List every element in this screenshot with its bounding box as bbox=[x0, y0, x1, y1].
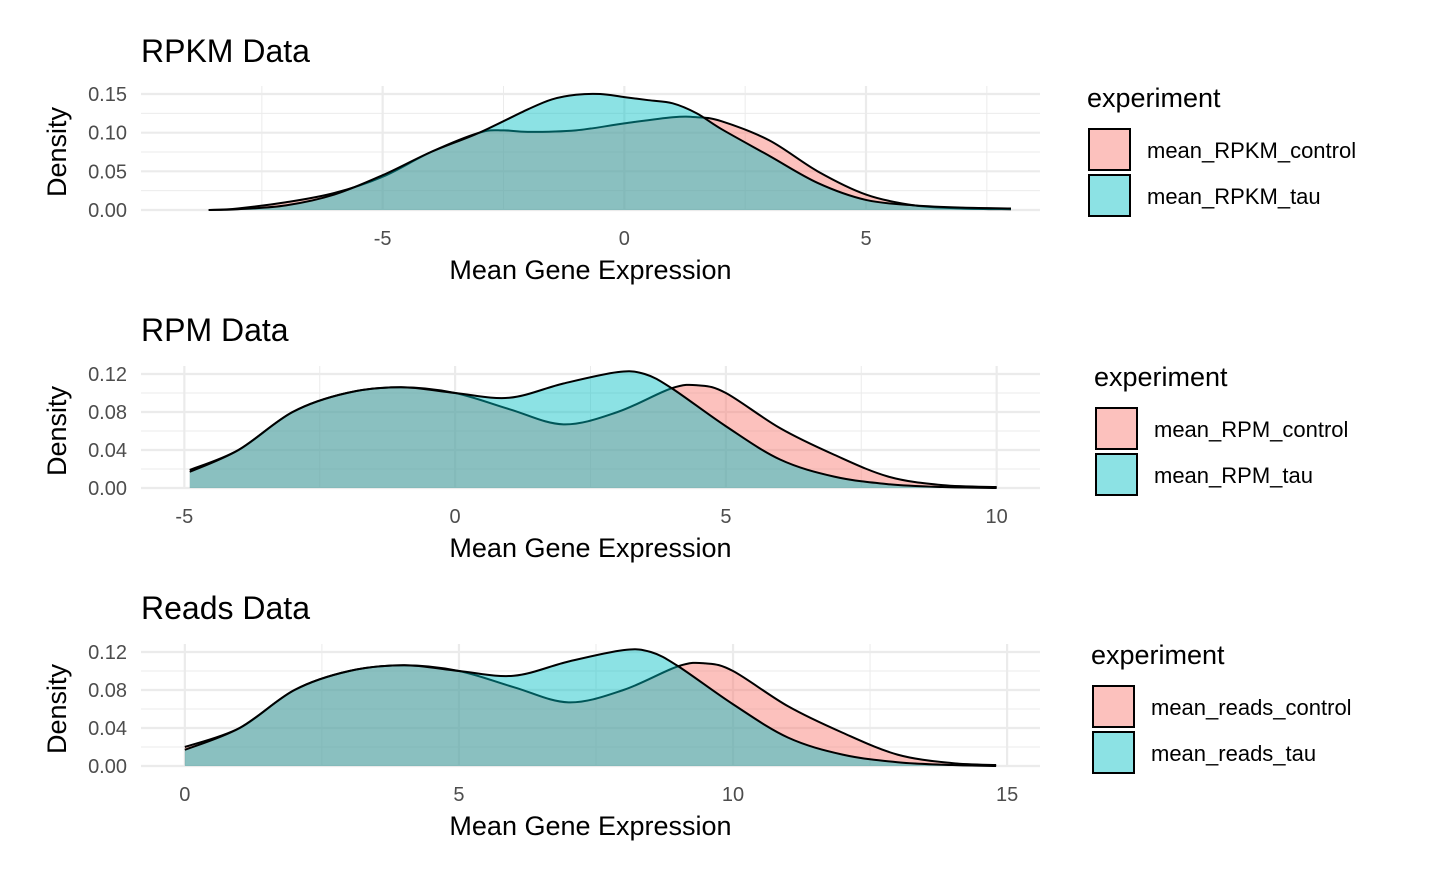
y-tick-label: 0.05 bbox=[88, 161, 127, 183]
density-area-mean_RPM_tau bbox=[189, 371, 997, 488]
legend-label: mean_reads_control bbox=[1151, 695, 1352, 720]
density-area-mean_RPKM_tau bbox=[208, 93, 1012, 210]
y-tick-label: 0.12 bbox=[88, 642, 127, 664]
x-tick-label: 10 bbox=[986, 506, 1008, 528]
x-tick-label: -5 bbox=[175, 506, 193, 528]
legend-label: mean_reads_tau bbox=[1151, 741, 1316, 766]
y-axis-label: Density bbox=[42, 106, 72, 197]
x-tick-label: 15 bbox=[996, 784, 1018, 806]
density-curve-mean_reads_tau bbox=[184, 648, 997, 767]
x-tick-label: 10 bbox=[722, 784, 744, 806]
x-tick-label: 0 bbox=[179, 784, 190, 806]
y-tick-label: 0.00 bbox=[88, 200, 127, 222]
y-tick-label: 0.04 bbox=[88, 718, 127, 740]
x-tick-label: -5 bbox=[374, 228, 392, 250]
density-area-mean_reads_tau bbox=[184, 649, 997, 766]
x-axis-label: Mean Gene Expression bbox=[449, 255, 731, 285]
y-tick-label: 0.00 bbox=[88, 756, 127, 778]
legend-label: mean_RPM_tau bbox=[1154, 463, 1313, 488]
legend-key-mean_RPM_tau bbox=[1095, 453, 1138, 496]
density-curve-mean_RPKM_control bbox=[208, 115, 1012, 211]
legend-title: experiment bbox=[1091, 640, 1225, 670]
y-tick-label: 0.12 bbox=[88, 364, 127, 386]
grid-lines bbox=[141, 644, 1040, 768]
y-tick-label: 0.10 bbox=[88, 123, 127, 145]
legend-key-mean_reads_control bbox=[1092, 685, 1135, 728]
legend-title: experiment bbox=[1094, 362, 1228, 392]
legend-key-mean_RPKM_tau bbox=[1088, 174, 1131, 217]
legend-key-mean_reads_tau bbox=[1092, 731, 1135, 774]
legend-key-mean_RPM_control bbox=[1095, 407, 1138, 450]
y-axis-label: Density bbox=[42, 385, 72, 476]
x-axis-label: Mean Gene Expression bbox=[449, 811, 731, 841]
x-tick-label: 5 bbox=[860, 228, 871, 250]
panel-3: Reads Data 0.00 0.04 0.08 0.12 0 5 10 15 Mean Gen… bbox=[42, 590, 1352, 841]
y-tick-label: 0.15 bbox=[88, 84, 127, 106]
y-tick-label: 0.04 bbox=[88, 440, 127, 462]
y-tick-label: 0.08 bbox=[88, 680, 127, 702]
panel-title: RPM Data bbox=[141, 312, 289, 348]
legend-label: mean_RPKM_tau bbox=[1147, 184, 1321, 209]
x-axis-label: Mean Gene Expression bbox=[449, 533, 731, 563]
legend-label: mean_RPM_control bbox=[1154, 417, 1348, 442]
density-area-mean_RPKM_control bbox=[208, 116, 1012, 210]
y-tick-label: 0.08 bbox=[88, 402, 127, 424]
legend: experiment mean_RPM_control mean_RPM_tau bbox=[1094, 362, 1348, 496]
legend-label: mean_RPKM_control bbox=[1147, 138, 1356, 163]
panel-title: Reads Data bbox=[141, 590, 310, 626]
x-tick-label: 0 bbox=[450, 506, 461, 528]
legend: experiment mean_reads_control mean_reads_t… bbox=[1091, 640, 1352, 774]
panel-title: RPKM Data bbox=[141, 33, 310, 69]
x-tick-label: 5 bbox=[453, 784, 464, 806]
panel-2: RPM Data 0.00 0.04 0.08 0.12 -5 0 5 10 Mean Gene … bbox=[42, 312, 1348, 563]
y-axis-label: Density bbox=[42, 663, 72, 754]
y-tick-label: 0.00 bbox=[88, 478, 127, 500]
legend-title: experiment bbox=[1087, 83, 1221, 113]
x-tick-label: 5 bbox=[720, 506, 731, 528]
legend-key-mean_RPKM_control bbox=[1088, 128, 1131, 171]
panel-1: RPKM Data 0.00 0.05 0.10 0.15 -5 0 5 Mean Gene E… bbox=[42, 33, 1356, 285]
density-curve-mean_RPM_tau bbox=[189, 370, 997, 489]
x-tick-label: 0 bbox=[619, 228, 630, 250]
legend: experiment mean_RPKM_control mean_RPKM_tau bbox=[1087, 83, 1356, 217]
density-area-mean_RPM_control bbox=[189, 384, 997, 488]
density-curve-mean_RPKM_tau bbox=[208, 92, 1012, 211]
